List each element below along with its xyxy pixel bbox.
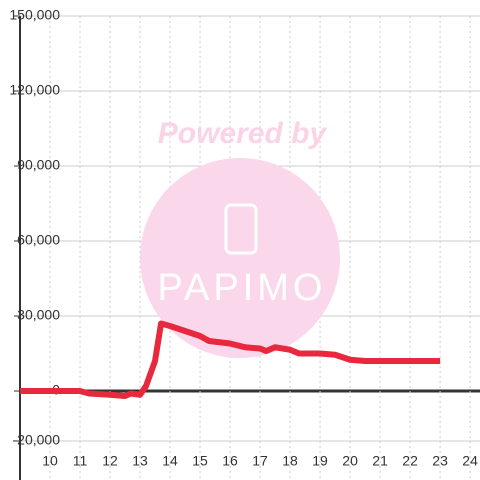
x-tick-label: 15 — [192, 453, 208, 469]
y-tick-label: 120,000 — [9, 82, 60, 98]
x-tick-label: 22 — [402, 453, 418, 469]
watermark-circle — [140, 158, 340, 358]
x-tick-label: 23 — [432, 453, 448, 469]
y-tick-label: 60,000 — [17, 232, 60, 248]
y-tick-label: -20,000 — [13, 432, 61, 448]
y-tick-label: 30,000 — [17, 307, 60, 323]
x-tick-label: 17 — [252, 453, 268, 469]
x-tick-label: 18 — [282, 453, 298, 469]
watermark-icon — [224, 203, 258, 255]
watermark-text: PAPIMO — [158, 267, 327, 309]
x-tick-label: 11 — [73, 453, 88, 469]
y-tick-label: 150,000 — [9, 7, 60, 23]
x-tick-label: 10 — [42, 453, 58, 469]
x-tick-label: 13 — [132, 453, 148, 469]
x-tick-label: 20 — [342, 453, 358, 469]
x-tick-label: 14 — [162, 453, 178, 469]
x-tick-label: 16 — [222, 453, 238, 469]
watermark-text: Powered by — [158, 117, 328, 150]
x-tick-label: 12 — [102, 453, 118, 469]
x-tick-label: 19 — [312, 453, 328, 469]
y-tick-label: 90,000 — [17, 157, 60, 173]
x-tick-label: 21 — [372, 453, 388, 469]
data-line — [20, 320, 441, 399]
x-tick-label: 24 — [462, 453, 478, 469]
